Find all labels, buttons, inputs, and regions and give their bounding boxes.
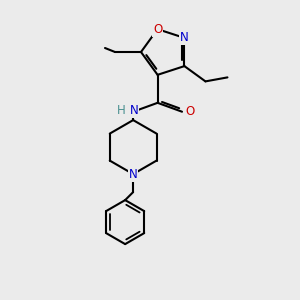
Text: N: N bbox=[180, 32, 189, 44]
Text: N: N bbox=[130, 104, 139, 117]
Text: O: O bbox=[153, 23, 162, 36]
Text: O: O bbox=[185, 105, 195, 118]
Text: H: H bbox=[117, 104, 125, 117]
Text: N: N bbox=[129, 168, 137, 181]
